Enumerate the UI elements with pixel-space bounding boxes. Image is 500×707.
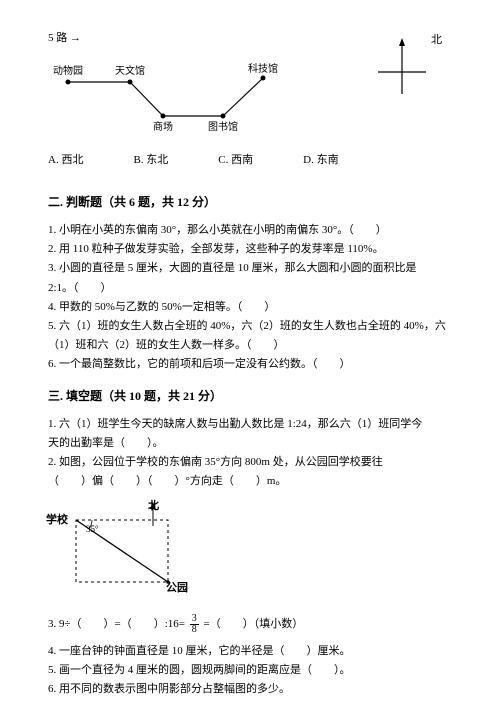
- s2-q1: 1. 小明在小英的东偏南 30°，那么小英就在小明的南偏东 30°。（ ）: [48, 222, 452, 239]
- stop-mall: 商场: [153, 120, 173, 133]
- s3-q6: 6. 用不同的数表示图中阴影部分占整幅图的多少。: [48, 681, 452, 698]
- s2-q3a: 3. 小圆的直径是 5 厘米，大圆的直径是 10 厘米，那么大圆和小圆的面积比是: [48, 260, 452, 277]
- fraction-3-8: 3 8: [190, 614, 199, 635]
- option-b: B. 东北: [133, 152, 168, 170]
- compass-svg: [372, 34, 432, 104]
- s2-q6: 6. 一个最简整数比，它的前项和后项一定没有公约数。（ ）: [48, 356, 452, 373]
- school-park-map: 学校 北 公园 35°: [48, 502, 208, 602]
- park-label: 公园: [166, 580, 188, 598]
- section-3-title: 三. 填空题（共 10 题，共 21 分）: [48, 387, 452, 406]
- s3-q2a: 2. 如图，公园位于学校的东偏南 35°方向 800m 处，从公园回学校要往: [48, 454, 452, 471]
- s2-q5b: （1）班和六（2）班的女生人数一样多。（ ）: [48, 337, 452, 354]
- section-2-title: 二. 判断题（共 6 题，共 12 分）: [48, 193, 452, 212]
- option-d: D. 东南: [303, 152, 338, 170]
- s2-q5a: 5. 六（1）班的女生人数占全班的 40%，六（2）班的女生人数也占全班的 40…: [48, 318, 452, 335]
- stop-library: 图书馆: [208, 120, 238, 133]
- s2-q4: 4. 甲数的 50%与乙数的 50%一定相等。（ ）: [48, 299, 452, 316]
- stop-zoo: 动物园: [53, 64, 83, 77]
- s3-q3: 3. 9÷（ ）=（ ）:16= 3 8 =（ ）（填小数）: [48, 614, 452, 635]
- bus-map: 动物园 天文馆 科技馆 商场 图书馆 北: [48, 54, 452, 144]
- map-north-label: 北: [148, 498, 159, 516]
- school-label: 学校: [46, 512, 68, 530]
- s3-q1a: 1. 六（1）班学生今天的缺席人数与出勤人数比是 1:24，那么六（1）班同学今: [48, 416, 452, 433]
- s2-q3b: 2:1。（ ）: [48, 280, 452, 297]
- stop-scitech: 科技馆: [248, 62, 278, 75]
- q3-post: =（ ）（填小数）: [204, 618, 304, 630]
- route-arrow: →: [70, 32, 81, 44]
- s3-q1b: 天的出勤率是（ ）。: [48, 435, 452, 452]
- s3-q4: 4. 一座台钟的钟面直径是 10 厘米，它的半径是（ ）厘米。: [48, 643, 452, 660]
- route-label: 5 路: [48, 32, 67, 44]
- stop-observatory: 天文馆: [115, 64, 145, 77]
- s2-q2: 2. 用 110 粒种子做发芽实验，全部发芽，这些种子的发芽率是 110%。: [48, 241, 452, 258]
- mc-options: A. 西北 B. 东北 C. 西南 D. 东南: [48, 152, 452, 170]
- angle-label: 35°: [86, 524, 99, 534]
- frac-den: 8: [190, 625, 199, 635]
- option-a: A. 西北: [48, 152, 83, 170]
- bus-route-svg: 动物园 天文馆 科技馆 商场 图书馆: [48, 54, 308, 144]
- q3-pre: 3. 9÷（ ）=（ ）:16=: [48, 618, 185, 630]
- option-c: C. 西南: [218, 152, 253, 170]
- s3-q5: 5. 画一个直径为 4 厘米的圆，圆规两脚间的距离应是（ ）。: [48, 662, 452, 679]
- north-label: 北: [431, 32, 442, 50]
- s3-q2b: （ ）偏（ ）（ ）°方向走（ ）m。: [48, 473, 452, 490]
